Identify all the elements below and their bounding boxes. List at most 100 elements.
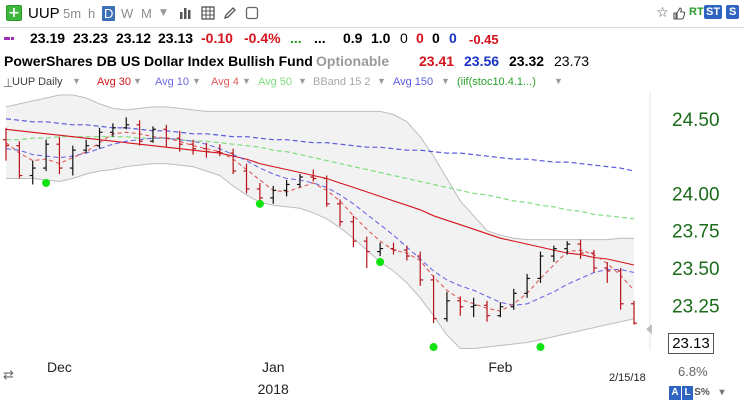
ohlc-bar: [190, 139, 197, 155]
chevron-down-icon[interactable]: ▾: [719, 387, 725, 398]
ohlc-bar: [136, 120, 143, 146]
quote-open: 23.23: [73, 30, 109, 46]
chevron-down-icon[interactable]: ▼: [298, 76, 307, 86]
s-button[interactable]: S: [726, 5, 740, 19]
a-button[interactable]: A: [669, 386, 681, 400]
ohlc-bar: [510, 288, 517, 310]
ohlc-bar: [403, 245, 410, 261]
ohlc-bar: [256, 182, 263, 203]
ohlc-bar: [176, 130, 183, 152]
bband-lower-line: [6, 163, 635, 349]
timeframe-day-button[interactable]: D: [102, 6, 116, 21]
current-date-label: 2/15/18: [609, 372, 646, 384]
square-icon[interactable]: [244, 6, 259, 21]
quote-close: 23.13: [158, 30, 194, 46]
refresh-icon[interactable]: ⇄: [3, 368, 14, 383]
signal-dot: [429, 343, 438, 352]
symbol-label[interactable]: UUP: [28, 5, 60, 22]
dropdown-arrow-icon[interactable]: ▼: [160, 8, 167, 18]
quote-z3: 0: [432, 30, 440, 46]
legend-item-stoc[interactable]: (iif(stoc10.4.1...): [457, 76, 536, 88]
chevron-down-icon[interactable]: ▼: [192, 76, 201, 86]
avg150-line: [5, 118, 635, 172]
legend-item-avg4[interactable]: Avg 4: [211, 76, 239, 88]
ohlc-bar: [43, 139, 50, 172]
quote-change-pct: -0.4%: [244, 30, 281, 46]
realtime-label[interactable]: RT: [689, 6, 704, 18]
add-symbol-button[interactable]: +: [6, 5, 22, 21]
ohlc-bar: [390, 242, 397, 255]
moving-averages: [5, 118, 635, 312]
stochastic-signals: [42, 178, 545, 352]
ohlc-bar: [443, 291, 450, 322]
ohlc-bar: [16, 141, 23, 179]
timeframe-week-button[interactable]: W: [121, 6, 134, 21]
y-tick-label: 23.50: [672, 259, 720, 280]
ohlc-bar: [69, 145, 76, 176]
ohlc-bar: [430, 275, 437, 324]
legend-item-avg30[interactable]: Avg 30: [97, 76, 132, 88]
ohlc-bar: [96, 127, 103, 149]
legend-item-daily[interactable]: UUP Daily: [12, 76, 63, 88]
chevron-down-icon[interactable]: ▼: [133, 76, 142, 86]
ohlc-bar: [230, 148, 237, 175]
bar-chart-icon[interactable]: [178, 6, 193, 21]
legend-item-avg10[interactable]: Avg 10: [155, 76, 190, 88]
title-value-1: 23.41: [419, 53, 455, 69]
ohlc-bar: [470, 297, 477, 318]
ohlc-bar: [417, 251, 424, 286]
ohlc-bar: [203, 142, 210, 158]
price-chart[interactable]: 24.50 24.00 23.75 23.50 23.25 Dec Jan Feb 2018: [0, 92, 744, 402]
ohlc-bar: [497, 302, 504, 318]
quote-z1: 0: [400, 30, 408, 46]
bband-upper-line: [5, 94, 634, 241]
y-tick-label: 23.25: [672, 296, 720, 317]
timeframe-month-button[interactable]: M: [141, 6, 152, 21]
ohlc-bar: [216, 144, 223, 157]
ohlc-bar: [617, 267, 624, 310]
ohlc-bar: [484, 300, 491, 322]
grid-icon[interactable]: [200, 6, 215, 21]
ohlc-bar: [524, 273, 531, 298]
thumbs-up-icon[interactable]: [671, 6, 686, 21]
l-button[interactable]: L: [682, 386, 693, 400]
ohlc-bar: [337, 199, 344, 227]
ohlc-bar: [123, 117, 130, 130]
chevron-down-icon[interactable]: ▼: [242, 76, 251, 86]
legend-item-avg150[interactable]: Avg 150: [393, 76, 434, 88]
ohlc-bar: [631, 300, 637, 325]
avg30-line: [5, 128, 635, 266]
quote-tail: -0.45: [469, 32, 499, 47]
ohlc-bar: [550, 245, 557, 263]
ohlc-bar: [377, 242, 384, 257]
chevron-down-icon[interactable]: ▼: [441, 76, 450, 86]
timeframe-hour-button[interactable]: h: [88, 6, 96, 21]
star-icon[interactable]: ☆: [656, 5, 669, 21]
quote-last: 23.19: [30, 30, 66, 46]
chevron-down-icon[interactable]: ▼: [72, 76, 81, 86]
optionable-tag: Optionable: [316, 53, 390, 69]
bollinger-band: [5, 94, 635, 349]
ohlc-bar: [83, 139, 90, 154]
chevron-down-icon[interactable]: ▼: [554, 76, 563, 86]
ohlc-bar: [56, 136, 63, 175]
avg50-line: [6, 136, 635, 220]
pencil-icon[interactable]: [222, 6, 237, 21]
legend-item-avg50[interactable]: Avg 50: [258, 76, 293, 88]
legend-item-bband[interactable]: BBand 15 2: [313, 76, 371, 88]
ohlc-bar: [323, 175, 330, 207]
x-tick-label: Jan: [262, 359, 285, 375]
s-percent-button[interactable]: S%: [694, 387, 710, 398]
ohlc-bar: [243, 163, 250, 194]
timeframe-5m-button[interactable]: 5m: [63, 6, 82, 21]
ohlc-bar: [310, 169, 317, 182]
percent-label: 6.8%: [678, 364, 708, 379]
signal-dot: [255, 199, 264, 208]
ohlc-bar: [270, 185, 277, 204]
ohlc-bar: [537, 251, 544, 283]
ohlc-bar: [457, 296, 464, 316]
bband-fill: [6, 95, 634, 349]
st-button[interactable]: ST: [704, 5, 723, 19]
chevron-down-icon[interactable]: ▼: [377, 76, 386, 86]
current-price-pointer: [646, 324, 652, 335]
